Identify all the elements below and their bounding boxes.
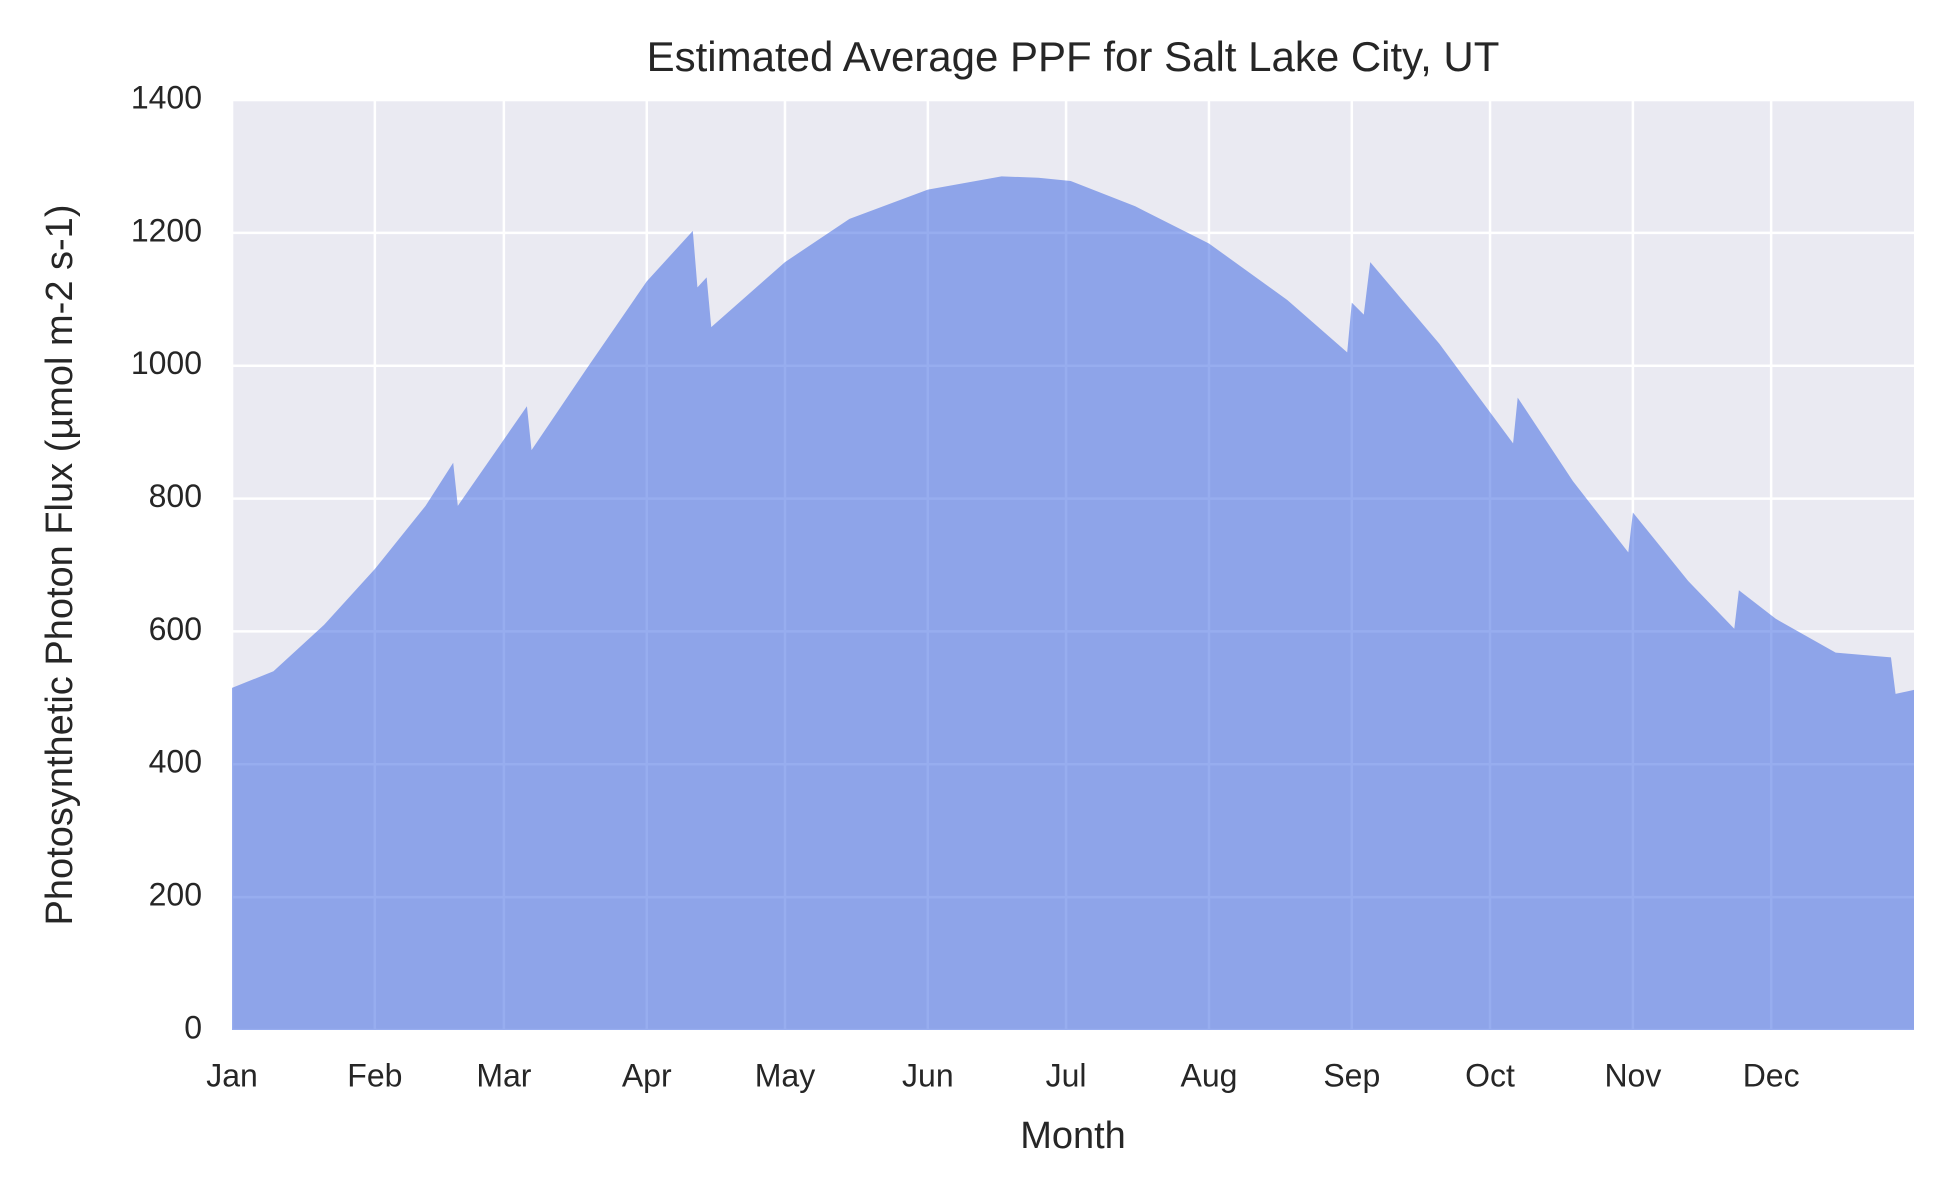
- x-tick-label: Oct: [1465, 1057, 1515, 1093]
- x-tick-label: Nov: [1604, 1057, 1661, 1093]
- y-tick-label: 800: [149, 478, 202, 514]
- x-tick-label: May: [755, 1057, 815, 1093]
- x-tick-label: Feb: [347, 1057, 402, 1093]
- x-axis-label: Month: [1020, 1115, 1126, 1157]
- y-tick-label: 600: [149, 611, 202, 647]
- x-tick-label: Jun: [902, 1057, 954, 1093]
- y-tick-label: 0: [184, 1009, 202, 1045]
- area: [232, 176, 1914, 1031]
- x-tick-label: Jul: [1046, 1057, 1087, 1093]
- x-tick-label: Jan: [206, 1057, 258, 1093]
- labels: 0 200 400 600 800 1000 1200 1400 Jan Feb Mar Apr May…: [131, 79, 1800, 1093]
- y-tick-label: 400: [149, 744, 202, 780]
- chart-title: Estimated Average PPF for Salt Lake City…: [647, 33, 1500, 80]
- x-tick-label: Mar: [476, 1057, 531, 1093]
- x-tick-label: Aug: [1180, 1057, 1237, 1093]
- marks: [232, 176, 1914, 1031]
- x-tick-label: Sep: [1323, 1057, 1380, 1093]
- x-tick-label: Apr: [622, 1057, 672, 1093]
- y-axis-label: Photosynthetic Photon Flux (µmol m-2 s-1…: [39, 205, 81, 926]
- y-tick-label: 1200: [131, 212, 202, 248]
- y-tick-label: 200: [149, 877, 202, 913]
- y-tick-label: 1400: [131, 79, 202, 115]
- y-tick-label: 1000: [131, 345, 202, 381]
- x-tick-label: Dec: [1743, 1057, 1800, 1093]
